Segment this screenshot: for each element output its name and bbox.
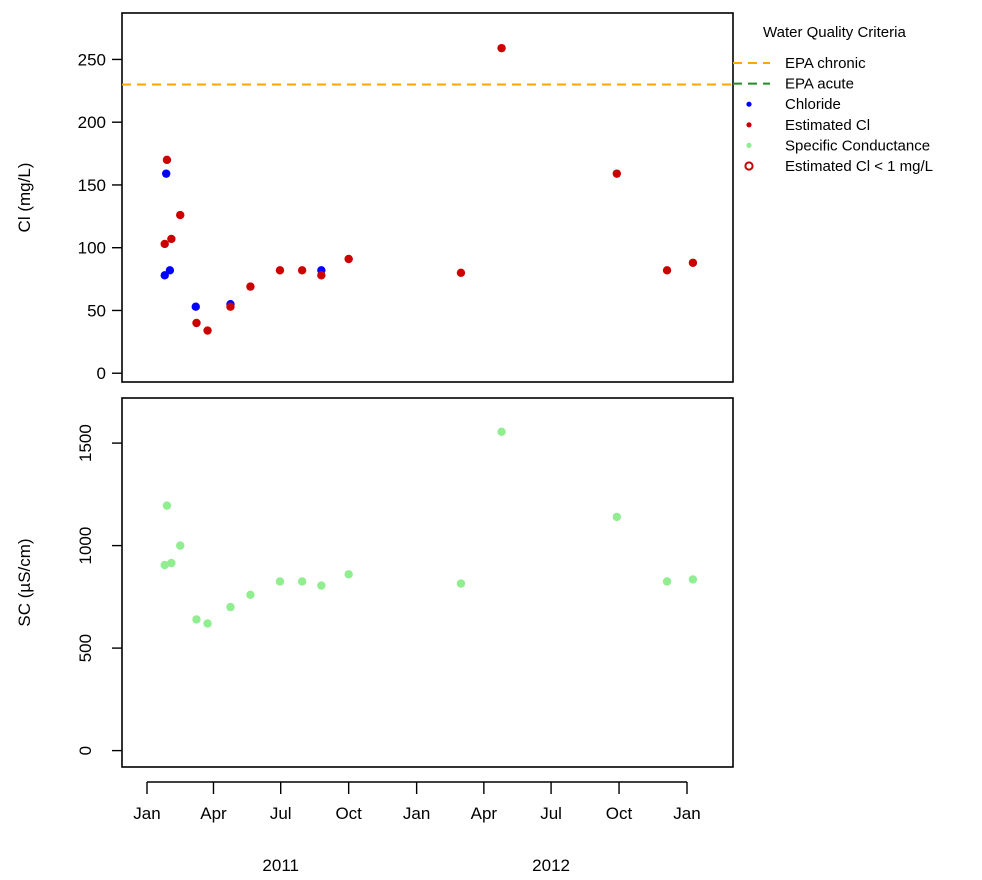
x-tick-label: Jan xyxy=(673,804,700,823)
estimated-cl-point xyxy=(662,266,672,275)
y-tick-label: 1000 xyxy=(76,527,95,565)
chloride-point xyxy=(165,266,175,275)
estimated-cl-point xyxy=(612,169,622,178)
specific-conductance-point xyxy=(344,570,353,579)
estimated-cl-point xyxy=(167,234,176,244)
x-tick-label: Apr xyxy=(200,804,227,823)
year-label: 2011 xyxy=(262,856,299,875)
specific-conductance-point xyxy=(688,575,698,584)
x-tick-label: Jan xyxy=(133,804,160,823)
y-axis-label: Cl (mg/L) xyxy=(15,163,34,233)
legend-estimated-cl-1-mg-l-swatch xyxy=(744,161,754,171)
estimated-cl-point xyxy=(344,254,353,264)
specific-conductance-point xyxy=(160,560,169,570)
x-tick-label: Jan xyxy=(403,804,430,823)
estimated-cl-point xyxy=(203,326,212,335)
y-tick-label: 500 xyxy=(76,634,95,662)
estimated-cl-point xyxy=(297,266,307,275)
legend-epa-acute-label: EPA acute xyxy=(785,76,854,93)
estimated-cl-point xyxy=(246,282,255,291)
estimated-cl-point xyxy=(192,318,201,328)
legend-specific-conductance-label: Specific Conductance xyxy=(785,137,930,154)
y-tick-label: 150 xyxy=(78,176,106,195)
chloride-point xyxy=(160,271,169,280)
legend-estimated-cl-1-mg-l-label: Estimated Cl < 1 mg/L xyxy=(785,158,933,175)
specific-conductance-point xyxy=(275,577,285,586)
estimated-cl-point xyxy=(275,266,285,275)
y-axis-label: SC (µS/cm) xyxy=(15,538,34,626)
estimated-cl-point xyxy=(162,155,172,165)
specific-conductance-point xyxy=(297,577,307,586)
y-tick-label: 1500 xyxy=(76,424,95,462)
y-tick-label: 50 xyxy=(87,301,106,320)
specific-conductance-point xyxy=(246,590,255,599)
legend-chloride-swatch xyxy=(746,101,752,107)
specific-conductance-point xyxy=(192,615,201,624)
estimated-cl-point xyxy=(497,43,506,53)
legend-epa-chronic-label: EPA chronic xyxy=(785,55,866,72)
specific-conductance-point xyxy=(203,619,212,628)
y-tick-label: 250 xyxy=(78,50,106,69)
legend-specific-conductance-swatch xyxy=(746,142,752,148)
year-label: 2012 xyxy=(532,856,570,875)
estimated-cl-point xyxy=(226,302,235,311)
legend: Water Quality Criteria EPA chronic EPA acu… xyxy=(733,24,933,175)
chloride-point xyxy=(191,302,200,311)
x-tick-label: Oct xyxy=(335,804,362,823)
x-tick-label: Jul xyxy=(270,804,292,823)
x-tick-label: Oct xyxy=(606,804,633,823)
y-tick-label: 0 xyxy=(76,746,95,755)
chloride-panel: 0 50 100 150 200 250 Cl (mg/L) xyxy=(15,12,734,383)
estimated-cl-point xyxy=(176,210,185,220)
specific-conductance-point xyxy=(456,579,466,588)
conductance-panel: 0 500 1000 1500 SC (µS/cm) xyxy=(15,397,734,768)
specific-conductance-point xyxy=(176,541,185,550)
specific-conductance-point xyxy=(497,427,506,437)
date-axis: Jan Apr Jul Oct Jan Apr Jul Oct Jan 2011 2012 xyxy=(133,781,701,875)
estimated-cl-point xyxy=(160,239,169,249)
specific-conductance-point xyxy=(317,581,326,590)
specific-conductance-point xyxy=(226,602,235,612)
legend-title: Water Quality Criteria xyxy=(763,24,906,41)
x-tick-label: Apr xyxy=(471,804,498,823)
specific-conductance-point xyxy=(167,558,176,568)
legend-estimated-cl-swatch xyxy=(746,122,752,128)
legend-chloride-label: Chloride xyxy=(785,96,841,113)
specific-conductance-point xyxy=(612,512,622,522)
estimated-cl-point xyxy=(456,268,466,278)
plot-frame xyxy=(121,12,734,383)
y-tick-label: 200 xyxy=(78,113,106,132)
chloride-point xyxy=(162,169,171,178)
specific-conductance-point xyxy=(662,577,672,586)
plot-frame xyxy=(121,397,734,768)
y-tick-label: 100 xyxy=(78,239,106,258)
estimated-cl-point xyxy=(688,258,698,267)
y-tick-label: 0 xyxy=(97,364,106,383)
x-tick-label: Jul xyxy=(540,804,562,823)
estimated-cl-point xyxy=(317,271,326,280)
specific-conductance-point xyxy=(162,501,172,510)
legend-estimated-cl-label: Estimated Cl xyxy=(785,117,870,134)
